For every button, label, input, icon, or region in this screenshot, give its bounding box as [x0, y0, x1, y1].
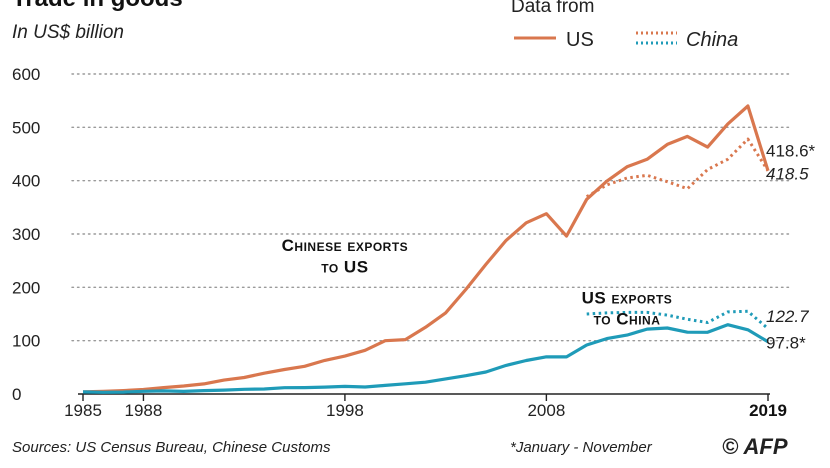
footnote: *January - November: [510, 439, 653, 456]
x-tick-label: 2019: [749, 401, 787, 420]
series-line: [82, 323, 769, 394]
end-value-label: 418.5: [766, 165, 809, 184]
legend-label-us: US: [566, 29, 594, 51]
legend-label-china: China: [686, 29, 738, 51]
end-labels: 418.6* 418.5 122.7 97.8*: [766, 142, 816, 353]
y-tick-label: 500: [12, 118, 40, 137]
end-value-label: 97.8*: [766, 334, 806, 353]
annotation-label: to US: [321, 257, 368, 276]
afp-logo: © AFP: [722, 434, 788, 459]
x-tick-label: 1998: [326, 401, 364, 420]
y-tick-label: 600: [12, 65, 40, 84]
y-tick-label: 100: [12, 332, 40, 351]
y-tick-label: 200: [12, 278, 40, 297]
annotations: Chinese exports to US US exports to China: [282, 236, 673, 329]
gridlines: [71, 73, 791, 342]
legend: Data from US China: [511, 0, 738, 51]
x-axis: 1985 1988 1998 2008 2019: [64, 393, 787, 420]
end-value-label: 418.6*: [766, 142, 816, 161]
sources-note: Sources: US Census Bureau, Chinese Custo…: [12, 439, 331, 456]
series-line: [586, 309, 769, 330]
series-lines: [82, 104, 770, 394]
x-tick-label: 2008: [527, 401, 565, 420]
series-line: [82, 104, 770, 394]
y-axis: 0 100 200 300 400 500 600: [12, 65, 40, 404]
series-line: [585, 137, 770, 198]
chart-subtitle: In US$ billion: [12, 22, 124, 43]
chart-title: Trade in goods: [12, 0, 183, 12]
y-tick-label: 0: [12, 385, 21, 404]
annotation-label: US exports: [582, 288, 673, 307]
x-tick-label: 1988: [125, 401, 163, 420]
annotation-label: to China: [594, 310, 661, 329]
y-tick-label: 400: [12, 172, 40, 191]
x-tick-label: 1985: [64, 401, 102, 420]
end-value-label: 122.7: [766, 307, 809, 326]
y-tick-label: 300: [12, 225, 40, 244]
legend-title: Data from: [511, 0, 594, 17]
annotation-label: Chinese exports: [282, 236, 409, 255]
